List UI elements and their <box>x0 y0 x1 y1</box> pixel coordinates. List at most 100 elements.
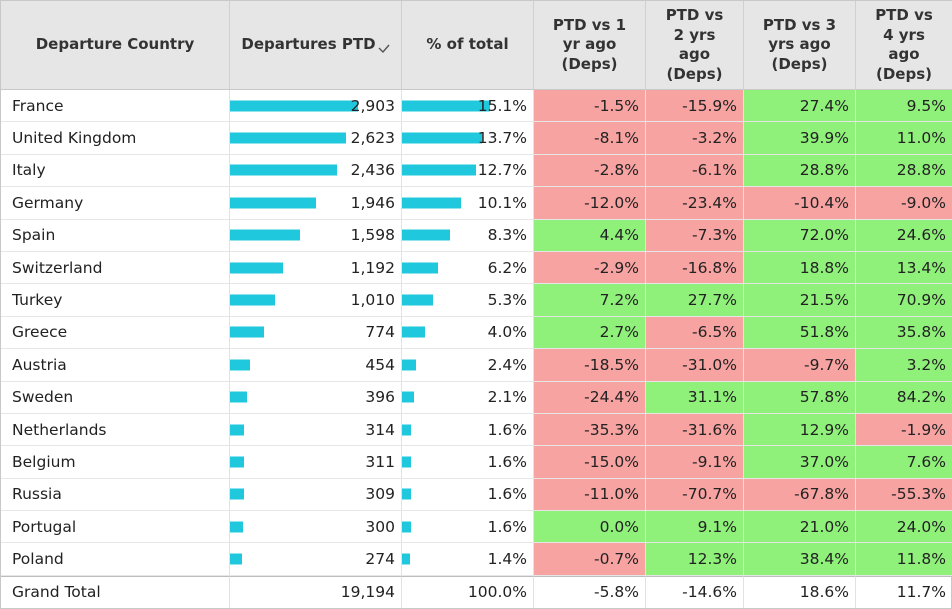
row-change-vs1-cell[interactable]: -12.0% <box>534 187 646 220</box>
row-departures-cell[interactable]: 1,946 <box>230 187 402 220</box>
row-country-cell[interactable]: Russia <box>1 478 230 512</box>
row-percent-cell[interactable]: 1.6% <box>402 446 534 479</box>
row-percent-cell[interactable]: 6.2% <box>402 251 534 285</box>
row-country-cell[interactable]: Poland <box>1 543 230 576</box>
row-percent-cell[interactable]: 2.1% <box>402 381 534 414</box>
row-percent-cell[interactable]: 1.6% <box>402 413 534 447</box>
row-departures-cell[interactable]: 454 <box>230 349 402 382</box>
row-change-vs3-cell[interactable]: -9.7% <box>744 349 856 382</box>
row-departures-cell[interactable]: 300 <box>230 511 402 544</box>
row-country-cell[interactable]: Greece <box>1 316 230 350</box>
row-departures-cell[interactable]: 274 <box>230 543 402 576</box>
row-change-vs3-cell[interactable]: 38.4% <box>744 543 856 576</box>
row-change-vs1-cell[interactable]: 4.4% <box>534 219 646 252</box>
row-departures-cell[interactable]: 2,903 <box>230 90 402 123</box>
row-change-vs1-cell[interactable]: 2.7% <box>534 316 646 350</box>
row-percent-cell[interactable]: 1.6% <box>402 478 534 512</box>
header-ptd-vs-1-yr[interactable]: PTD vs 1 yr ago (Deps) <box>534 1 646 90</box>
header-percent-of-total[interactable]: % of total <box>402 1 534 90</box>
row-change-vs2-cell[interactable]: 27.7% <box>646 284 744 317</box>
row-change-vs2-cell[interactable]: 9.1% <box>646 511 744 544</box>
row-change-vs2-cell[interactable]: 31.1% <box>646 381 744 414</box>
row-change-vs1-cell[interactable]: 7.2% <box>534 284 646 317</box>
row-country-cell[interactable]: Italy <box>1 154 230 188</box>
row-change-vs4-cell[interactable]: 7.6% <box>856 446 952 479</box>
header-departure-country[interactable]: Departure Country <box>1 1 230 90</box>
row-percent-cell[interactable]: 5.3% <box>402 284 534 317</box>
row-change-vs1-cell[interactable]: -0.7% <box>534 543 646 576</box>
row-change-vs2-cell[interactable]: -31.0% <box>646 349 744 382</box>
row-departures-cell[interactable]: 314 <box>230 413 402 447</box>
row-percent-cell[interactable]: 2.4% <box>402 349 534 382</box>
row-departures-cell[interactable]: 2,623 <box>230 122 402 155</box>
sort-descending-icon[interactable] <box>378 40 390 54</box>
row-change-vs2-cell[interactable]: -16.8% <box>646 251 744 285</box>
row-change-vs4-cell[interactable]: 9.5% <box>856 90 952 123</box>
row-percent-cell[interactable]: 8.3% <box>402 219 534 252</box>
row-country-cell[interactable]: Sweden <box>1 381 230 414</box>
row-departures-cell[interactable]: 396 <box>230 381 402 414</box>
row-change-vs1-cell[interactable]: -8.1% <box>534 122 646 155</box>
row-change-vs4-cell[interactable]: 70.9% <box>856 284 952 317</box>
row-change-vs4-cell[interactable]: 24.6% <box>856 219 952 252</box>
row-change-vs1-cell[interactable]: -2.9% <box>534 251 646 285</box>
row-change-vs3-cell[interactable]: -10.4% <box>744 187 856 220</box>
row-percent-cell[interactable]: 4.0% <box>402 316 534 350</box>
row-change-vs3-cell[interactable]: 57.8% <box>744 381 856 414</box>
header-ptd-vs-4-yrs[interactable]: PTD vs 4 yrs ago (Deps) <box>856 1 952 90</box>
row-change-vs3-cell[interactable]: 37.0% <box>744 446 856 479</box>
row-departures-cell[interactable]: 1,598 <box>230 219 402 252</box>
row-change-vs1-cell[interactable]: -11.0% <box>534 478 646 512</box>
row-change-vs1-cell[interactable]: -35.3% <box>534 413 646 447</box>
row-change-vs1-cell[interactable]: 0.0% <box>534 511 646 544</box>
row-change-vs4-cell[interactable]: 28.8% <box>856 154 952 188</box>
row-departures-cell[interactable]: 1,192 <box>230 251 402 285</box>
header-ptd-vs-3-yrs[interactable]: PTD vs 3 yrs ago (Deps) <box>744 1 856 90</box>
row-change-vs4-cell[interactable]: -55.3% <box>856 478 952 512</box>
row-change-vs4-cell[interactable]: 11.0% <box>856 122 952 155</box>
row-percent-cell[interactable]: 12.7% <box>402 154 534 188</box>
row-country-cell[interactable]: Portugal <box>1 511 230 544</box>
row-percent-cell[interactable]: 10.1% <box>402 187 534 220</box>
row-departures-cell[interactable]: 1,010 <box>230 284 402 317</box>
row-change-vs3-cell[interactable]: 51.8% <box>744 316 856 350</box>
row-change-vs4-cell[interactable]: 13.4% <box>856 251 952 285</box>
row-percent-cell[interactable]: 1.6% <box>402 511 534 544</box>
row-departures-cell[interactable]: 309 <box>230 478 402 512</box>
header-ptd-vs-2-yrs[interactable]: PTD vs 2 yrs ago (Deps) <box>646 1 744 90</box>
row-country-cell[interactable]: Germany <box>1 187 230 220</box>
header-departures-ptd[interactable]: Departures PTD <box>230 1 402 90</box>
row-percent-cell[interactable]: 1.4% <box>402 543 534 576</box>
row-change-vs3-cell[interactable]: 28.8% <box>744 154 856 188</box>
row-change-vs2-cell[interactable]: -70.7% <box>646 478 744 512</box>
row-change-vs1-cell[interactable]: -18.5% <box>534 349 646 382</box>
row-change-vs1-cell[interactable]: -15.0% <box>534 446 646 479</box>
row-change-vs2-cell[interactable]: -3.2% <box>646 122 744 155</box>
row-change-vs3-cell[interactable]: 12.9% <box>744 413 856 447</box>
row-change-vs2-cell[interactable]: 12.3% <box>646 543 744 576</box>
row-change-vs3-cell[interactable]: 21.0% <box>744 511 856 544</box>
row-country-cell[interactable]: Belgium <box>1 446 230 479</box>
row-change-vs2-cell[interactable]: -6.1% <box>646 154 744 188</box>
row-country-cell[interactable]: Turkey <box>1 284 230 317</box>
row-change-vs1-cell[interactable]: -2.8% <box>534 154 646 188</box>
row-country-cell[interactable]: Austria <box>1 349 230 382</box>
row-change-vs4-cell[interactable]: 11.8% <box>856 543 952 576</box>
row-change-vs4-cell[interactable]: 84.2% <box>856 381 952 414</box>
row-country-cell[interactable]: Switzerland <box>1 251 230 285</box>
row-country-cell[interactable]: France <box>1 90 230 123</box>
row-percent-cell[interactable]: 13.7% <box>402 122 534 155</box>
row-change-vs4-cell[interactable]: 35.8% <box>856 316 952 350</box>
row-departures-cell[interactable]: 774 <box>230 316 402 350</box>
row-change-vs4-cell[interactable]: -1.9% <box>856 413 952 447</box>
row-change-vs2-cell[interactable]: -23.4% <box>646 187 744 220</box>
row-change-vs3-cell[interactable]: 72.0% <box>744 219 856 252</box>
row-country-cell[interactable]: United Kingdom <box>1 122 230 155</box>
row-change-vs3-cell[interactable]: 39.9% <box>744 122 856 155</box>
row-change-vs4-cell[interactable]: 3.2% <box>856 349 952 382</box>
row-change-vs2-cell[interactable]: -15.9% <box>646 90 744 123</box>
row-change-vs3-cell[interactable]: 27.4% <box>744 90 856 123</box>
row-change-vs4-cell[interactable]: 24.0% <box>856 511 952 544</box>
row-change-vs2-cell[interactable]: -9.1% <box>646 446 744 479</box>
row-country-cell[interactable]: Netherlands <box>1 413 230 447</box>
